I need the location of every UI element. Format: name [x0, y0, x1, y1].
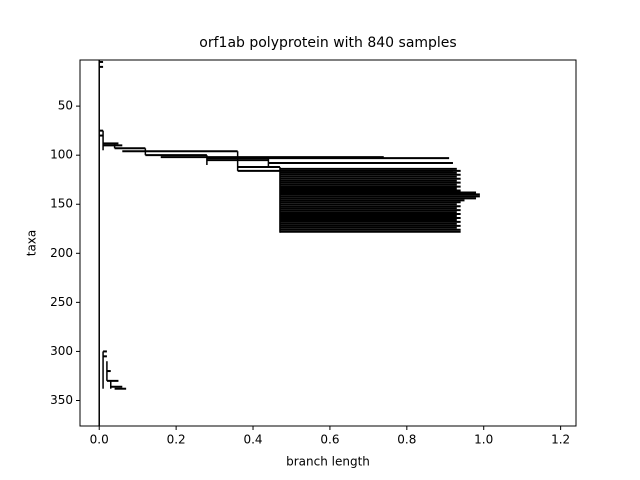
x-tick-label: 0.6: [320, 433, 339, 447]
y-tick-label: 150: [50, 197, 73, 211]
x-tick-label: 1.0: [474, 433, 493, 447]
x-tick-label: 0.2: [167, 433, 186, 447]
y-axis-label: taxa: [25, 230, 39, 257]
y-tick-label: 200: [50, 246, 73, 260]
y-tick-label: 300: [50, 344, 73, 358]
x-tick-label: 0.0: [90, 433, 109, 447]
x-tick-label: 1.2: [551, 433, 570, 447]
x-axis-label: branch length: [286, 455, 370, 469]
chart-title: orf1ab polyprotein with 840 samples: [199, 35, 456, 51]
y-tick-label: 250: [50, 295, 73, 309]
y-tick-label: 50: [58, 99, 73, 113]
x-tick-label: 0.4: [243, 433, 262, 447]
y-tick-label: 100: [50, 148, 73, 162]
plot-frame: [79, 59, 577, 427]
x-tick-label: 0.8: [397, 433, 416, 447]
y-tick-label: 350: [50, 393, 73, 407]
